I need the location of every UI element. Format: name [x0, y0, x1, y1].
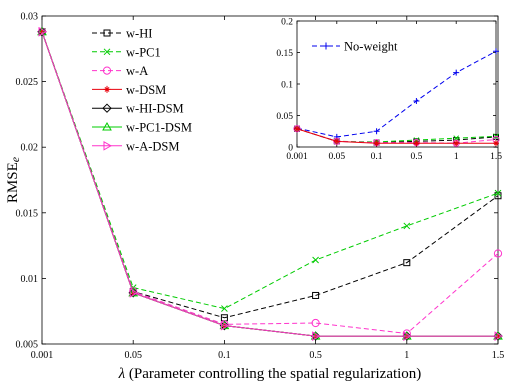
inset-x-tick-label: 0.1	[371, 152, 383, 162]
main-series-line	[41, 31, 499, 335]
main-x-tick-label: 0.1	[218, 350, 231, 361]
legend-item-w-HI: w-HI	[92, 27, 152, 41]
legend-item-w-A-DSM: w-A-DSM	[92, 139, 179, 153]
legend-marker	[102, 121, 112, 131]
inset-axes-box	[296, 20, 497, 148]
inset-y-tick-label: 0.2	[281, 18, 293, 28]
inset-x-tick-label: 1	[454, 152, 459, 162]
inset-y-tick-label: 0.1	[281, 81, 293, 91]
main-x-tick-label: 1.5	[492, 350, 505, 361]
main-x-tick-label: 0.001	[31, 350, 54, 361]
inset-series-line	[296, 128, 496, 144]
main-data-point	[312, 331, 321, 341]
main-y-tick-label: 0.03	[21, 12, 39, 23]
main-y-tick-label: 0.02	[21, 143, 39, 154]
inset-y-tick-label: 0.05	[276, 112, 293, 122]
x-axis-text: (Parameter controlling the spatial regul…	[125, 366, 421, 382]
legend-marker	[103, 140, 113, 151]
inset-x-tick-label: 0.001	[286, 152, 308, 162]
main-series-line	[41, 31, 499, 319]
main-x-tick-label: 0.5	[309, 350, 322, 361]
main-data-point	[312, 291, 320, 299]
legend-marker	[103, 29, 111, 37]
legend-item-w-PC1-DSM: w-PC1-DSM	[92, 121, 192, 135]
inset-series-line	[296, 50, 497, 138]
legend-label: w-HI	[126, 27, 152, 41]
main-data-point	[403, 331, 412, 341]
inset-data-point	[453, 69, 460, 76]
main-series-line	[41, 31, 498, 337]
main-data-point	[128, 287, 139, 297]
y-axis-label: RMSEe	[5, 156, 22, 203]
main-y-tick-label: 0.01	[21, 274, 39, 285]
inset-data-point	[413, 98, 420, 105]
y-axis-subscript: e	[8, 156, 22, 162]
main-series-line	[41, 31, 499, 310]
inset-plot: 0.001 0.05 0.1 0.5 1 1.5 0 0.05 0.1 0.15 0.2 No-wei…	[276, 18, 502, 163]
legend-item-w-A: w-A	[92, 64, 148, 78]
main-data-point	[494, 331, 504, 341]
legend-marker	[103, 85, 111, 93]
main-data-point	[221, 305, 228, 312]
inset-x-tick-label: 1.5	[490, 152, 502, 162]
legend-item-w-DSM: w-DSM	[92, 83, 166, 97]
inset-y-tick-label: 0	[288, 144, 293, 154]
main-data-point	[129, 287, 139, 298]
inset-data-point	[333, 138, 340, 145]
y-axis-text: RMSE	[5, 162, 21, 203]
inset-legend-label: No-weight	[344, 40, 398, 54]
legend-item-w-HI-DSM: w-HI-DSM	[92, 102, 184, 116]
inset-data-point	[453, 135, 460, 142]
main-y-tick-label: 0.005	[16, 340, 39, 351]
legend-label: w-DSM	[126, 83, 166, 97]
main-data-point	[38, 26, 48, 37]
main-series-w-A-DSM	[38, 26, 504, 341]
legend-marker	[102, 66, 112, 75]
inset-x-tick-label: 0.5	[410, 152, 422, 162]
main-data-point	[312, 256, 319, 264]
x-axis-symbol: λ	[118, 366, 126, 382]
main-y-tick-label: 0.025	[16, 77, 39, 88]
legend-item-w-PC1: w-PC1	[92, 45, 161, 59]
main-data-point	[494, 189, 502, 197]
inset-x-tick-label: 0.05	[328, 152, 345, 162]
inset-legend-marker	[322, 42, 330, 50]
inset-data-point	[294, 125, 300, 132]
legend-label: w-PC1	[126, 45, 161, 59]
inset-data-point	[413, 140, 420, 147]
main-y-tick-label: 0.015	[16, 208, 39, 219]
inset-data-point	[493, 140, 499, 147]
legend-label: w-A-DSM	[126, 139, 179, 153]
inset-series-No-weight	[294, 48, 499, 140]
inset-y-tick-label: 0.15	[276, 49, 293, 59]
inset-data-point	[493, 48, 499, 55]
inset-data-point	[373, 128, 380, 135]
legend-marker	[103, 48, 111, 56]
main-data-point	[403, 222, 411, 230]
inset-data-point	[293, 125, 301, 133]
main-x-tick-label: 1	[404, 350, 409, 361]
inset-legend-item-No-weight: No-weight	[312, 40, 398, 54]
legend-label: w-HI-DSM	[126, 102, 184, 116]
legend-label: w-PC1-DSM	[126, 121, 192, 135]
main-data-point	[493, 249, 503, 258]
inset-data-point	[453, 140, 460, 147]
main-data-point	[220, 320, 230, 331]
inset-data-point	[373, 140, 380, 147]
x-axis-label: λ (Parameter controlling the spatial reg…	[118, 366, 422, 382]
main-x-tick-label: 0.05	[124, 350, 142, 361]
main-data-point	[37, 26, 47, 36]
main-data-point	[403, 259, 411, 267]
main-legend: w-HI w-PC1 w-A w-DSM w-HI-DSM w-PC1-DSM w-A-DS…	[92, 27, 192, 153]
legend-label: w-A	[126, 64, 148, 78]
legend-marker	[102, 103, 112, 113]
inset-series-unnamed	[294, 125, 499, 147]
main-data-point	[311, 318, 320, 328]
